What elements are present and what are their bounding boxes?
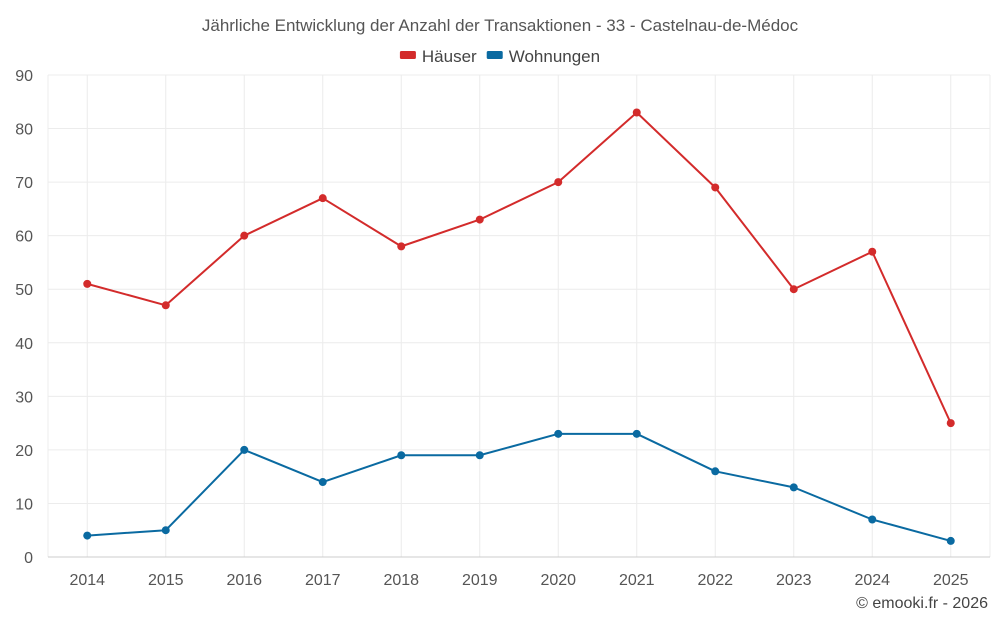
data-point[interactable] <box>868 515 877 524</box>
y-tick-label: 70 <box>15 175 33 192</box>
data-point[interactable] <box>475 451 484 460</box>
data-point[interactable] <box>946 536 955 545</box>
y-tick-label: 80 <box>15 122 33 139</box>
x-tick-label: 2021 <box>619 572 655 589</box>
x-tick-label: 2017 <box>305 572 341 589</box>
data-point[interactable] <box>318 478 327 487</box>
data-point[interactable] <box>240 445 249 454</box>
data-point[interactable] <box>161 301 170 310</box>
data-point[interactable] <box>711 467 720 476</box>
x-tick-label: 2023 <box>776 572 812 589</box>
y-tick-label: 50 <box>15 282 33 299</box>
y-tick-label: 20 <box>15 443 33 460</box>
x-tick-label: 2015 <box>148 572 184 589</box>
data-point[interactable] <box>83 279 92 288</box>
grid <box>47 74 991 558</box>
x-tick-label: 2022 <box>697 572 733 589</box>
credit-text: © emooki.fr - 2026 <box>856 595 988 612</box>
series-line <box>86 111 952 424</box>
y-tick-label: 60 <box>15 229 33 246</box>
data-point[interactable] <box>868 247 877 256</box>
series-1 <box>83 429 955 545</box>
x-tick-label: 2014 <box>69 572 105 589</box>
data-point[interactable] <box>789 483 798 492</box>
data-point[interactable] <box>397 242 406 251</box>
legend: Häuser Wohnungen <box>399 47 600 66</box>
data-point[interactable] <box>554 178 563 187</box>
x-tick-label: 2018 <box>383 572 419 589</box>
data-point[interactable] <box>789 285 798 294</box>
x-tick-label: 2024 <box>854 572 890 589</box>
legend-item[interactable]: Häuser <box>399 47 477 66</box>
x-axis: 2014 2015 2016 2017 2018 2019 2020 2021 2022 2023… <box>69 572 968 589</box>
series-line <box>87 432 952 542</box>
legend-label: Häuser <box>422 47 477 66</box>
y-tick-label: 40 <box>15 336 33 353</box>
x-tick-label: 2020 <box>540 572 576 589</box>
data-point[interactable] <box>632 429 641 438</box>
series-group <box>83 108 955 545</box>
y-tick-label: 0 <box>24 550 33 567</box>
x-tick-label: 2016 <box>226 572 262 589</box>
data-point[interactable] <box>83 531 92 540</box>
y-tick-label: 10 <box>15 496 33 513</box>
data-point[interactable] <box>554 429 563 438</box>
data-point[interactable] <box>632 108 641 117</box>
legend-item[interactable]: Wohnungen <box>486 47 600 66</box>
y-tick-label: 30 <box>15 389 33 406</box>
series-0 <box>83 108 955 428</box>
y-tick-label: 90 <box>15 68 33 85</box>
data-point[interactable] <box>711 183 720 192</box>
y-axis: 0 10 20 30 40 50 60 70 80 90 <box>15 68 33 567</box>
data-point[interactable] <box>946 419 955 428</box>
data-point[interactable] <box>397 451 406 460</box>
data-point[interactable] <box>318 194 327 203</box>
legend-swatch <box>486 51 503 59</box>
x-tick-label: 2025 <box>933 572 969 589</box>
data-point[interactable] <box>161 526 170 535</box>
legend-label: Wohnungen <box>509 47 600 66</box>
chart-title: Jährliche Entwicklung der Anzahl der Tra… <box>202 16 799 35</box>
data-point[interactable] <box>240 231 249 240</box>
x-tick-label: 2019 <box>462 572 498 589</box>
legend-swatch <box>399 51 416 59</box>
data-point[interactable] <box>475 215 484 224</box>
